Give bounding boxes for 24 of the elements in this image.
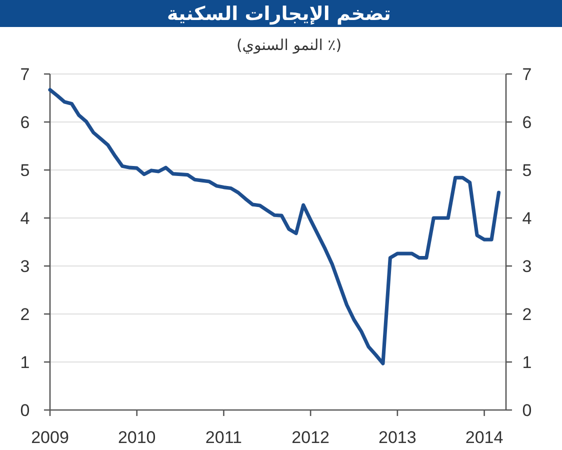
x-tick-label: 2013 xyxy=(378,428,416,447)
y-tick-label: 7 xyxy=(20,65,30,84)
y2-tick-label: 4 xyxy=(522,209,532,228)
y2-tick-label: 6 xyxy=(522,113,532,132)
x-tick-label: 2012 xyxy=(292,428,330,447)
y-tick-label: 5 xyxy=(20,161,30,180)
y-tick-label: 1 xyxy=(20,353,30,372)
x-tick-label: 2014 xyxy=(465,428,504,447)
y2-tick-label: 2 xyxy=(522,305,532,324)
title: تضخم الإيجارات السكنية xyxy=(167,3,391,25)
y-tick-label: 3 xyxy=(20,257,30,276)
subtitle: (٪ النمو السنوي) xyxy=(236,36,342,54)
x-tick-label: 2011 xyxy=(205,428,242,447)
y2-tick-label: 5 xyxy=(522,161,532,180)
y-tick-label: 2 xyxy=(20,305,30,324)
y2-tick-label: 3 xyxy=(522,257,532,276)
y-tick-label: 0 xyxy=(20,401,30,420)
y2-tick-label: 7 xyxy=(522,65,532,84)
y2-tick-label: 0 xyxy=(522,401,532,420)
y-tick-label: 4 xyxy=(20,209,30,228)
x-tick-label: 2010 xyxy=(118,428,156,447)
y-tick-label: 6 xyxy=(20,113,30,132)
y2-tick-label: 1 xyxy=(522,353,532,372)
x-tick-label: 2009 xyxy=(31,428,69,447)
